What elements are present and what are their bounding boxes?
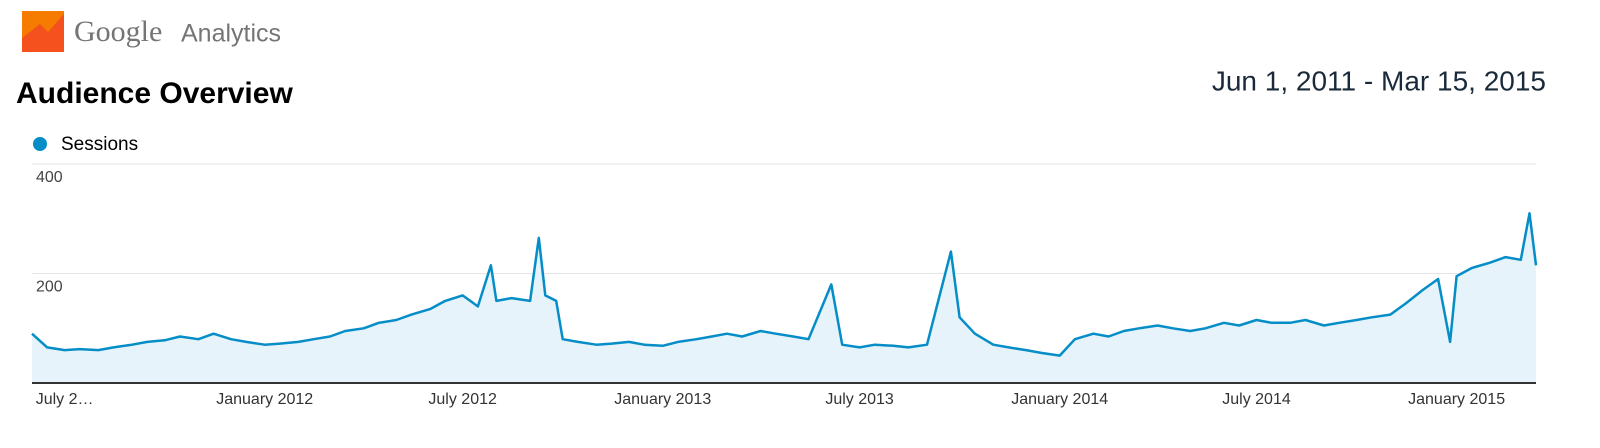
x-tick-label: January 2013 bbox=[614, 391, 711, 408]
series-line bbox=[31, 212, 1538, 357]
x-tick-label: July 2012 bbox=[428, 391, 497, 408]
logo-product: Analytics bbox=[181, 20, 281, 48]
x-tick-label: July 2014 bbox=[1222, 391, 1291, 408]
area-fill bbox=[32, 213, 1536, 383]
x-tick-label: January 2014 bbox=[1011, 391, 1108, 408]
x-tick-label: July 2013 bbox=[825, 391, 894, 408]
y-tick-label: 200 bbox=[36, 279, 63, 296]
logo-shape bbox=[22, 14, 64, 52]
logo-icon bbox=[22, 11, 64, 52]
legend-label: Sessions bbox=[61, 134, 138, 155]
x-tick-label: January 2015 bbox=[1408, 391, 1505, 408]
date-range: Jun 1, 2011 - Mar 15, 2015 bbox=[1212, 65, 1546, 96]
legend-marker bbox=[33, 137, 47, 151]
x-tick-label: January 2012 bbox=[216, 391, 313, 408]
y-tick-label: 400 bbox=[36, 169, 63, 186]
logo-google: Google bbox=[74, 15, 162, 48]
chart: Sessions 200 400 July 2… January 2012 July 20… bbox=[31, 134, 1538, 408]
page-title: Audience Overview bbox=[16, 77, 293, 110]
x-tick-label: July 2… bbox=[36, 391, 94, 408]
